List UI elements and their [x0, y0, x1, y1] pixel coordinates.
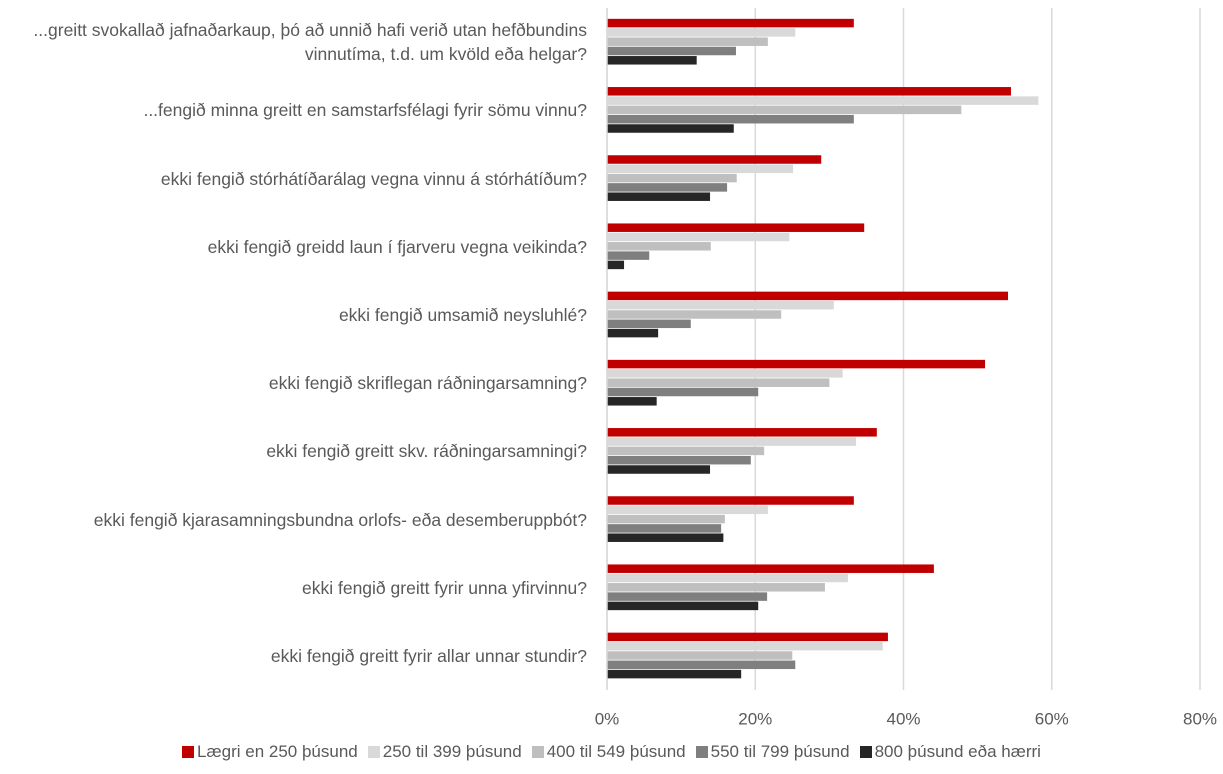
- x-tick-label: 40%: [886, 709, 920, 728]
- bar: [607, 359, 986, 369]
- bar: [607, 533, 724, 542]
- bar: [607, 387, 759, 397]
- bar: [607, 105, 962, 115]
- bar: [607, 632, 888, 642]
- bar: [607, 564, 934, 573]
- bar: [607, 601, 759, 611]
- bar: [607, 155, 822, 164]
- bar: [607, 124, 734, 133]
- category-label: ...greitt svokallað jafnaðarkaup, þó að …: [33, 20, 587, 65]
- bar: [607, 505, 768, 515]
- legend-item: 550 til 799 þúsund: [695, 742, 850, 762]
- x-tick-label: 80%: [1183, 709, 1217, 728]
- legend-label: Lægri en 250 þúsund: [197, 742, 358, 761]
- bar: [607, 496, 854, 505]
- category-label: ekki fengið kjarasamningsbundna orlofs- …: [93, 509, 587, 530]
- bar: [607, 328, 659, 338]
- legend-label: 550 til 799 þúsund: [710, 742, 850, 761]
- legend-swatch: [695, 746, 708, 758]
- bar: [607, 641, 883, 651]
- bar: [607, 428, 877, 437]
- x-tick-label: 20%: [738, 709, 772, 728]
- bar: [607, 18, 854, 28]
- legend-swatch: [859, 746, 872, 758]
- bar: [607, 192, 711, 201]
- bar: [607, 455, 751, 465]
- bar: [607, 310, 782, 319]
- legend-item: 800 þúsund eða hærri: [859, 742, 1041, 762]
- bar: [607, 397, 657, 406]
- legend-label: 800 þúsund eða hærri: [874, 742, 1041, 761]
- bar: [607, 437, 857, 446]
- bar: [607, 56, 697, 65]
- x-tick-label: 60%: [1035, 709, 1069, 728]
- legend-item: 400 til 549 þúsund: [531, 742, 686, 762]
- category-label: ekki fengið greitt fyrir unna yfirvinnu?: [302, 577, 587, 598]
- bar: [607, 651, 793, 660]
- bar: [607, 592, 768, 601]
- bar: [607, 173, 737, 183]
- bar: [607, 28, 796, 37]
- category-label: ekki fengið skriflegan ráðningarsamning?: [268, 373, 587, 394]
- bar: [607, 465, 711, 474]
- bar: [607, 183, 728, 192]
- bar: [607, 242, 711, 251]
- legend-swatch: [367, 746, 380, 758]
- bar: [607, 446, 765, 456]
- legend-swatch: [182, 746, 195, 758]
- bar: [607, 524, 722, 533]
- bar: [607, 37, 768, 46]
- bar: [607, 573, 848, 583]
- bar: [607, 260, 625, 270]
- x-tick-label: 0%: [595, 709, 620, 728]
- bar: [607, 514, 725, 524]
- bar: [607, 378, 830, 387]
- category-label: ekki fengið greitt fyrir allar unnar stu…: [270, 645, 587, 666]
- bar: [607, 660, 796, 670]
- bar: [607, 164, 794, 174]
- bar: [607, 369, 843, 378]
- bar: [607, 251, 650, 260]
- category-label: ekki fengið greidd laun í fjarveru vegna…: [207, 236, 587, 257]
- legend-label: 400 til 549 þúsund: [546, 742, 686, 761]
- bar: [607, 319, 691, 329]
- legend-label: 250 til 399 þúsund: [382, 742, 522, 761]
- legend-item: 250 til 399 þúsund: [367, 742, 522, 762]
- legend: Lægri en 250 þúsund 250 til 399 þúsund 400…: [0, 742, 1223, 762]
- bar: [607, 87, 1011, 96]
- legend-item: Lægri en 250 þúsund: [182, 742, 358, 762]
- bar: [607, 300, 834, 310]
- category-label: ...fengið minna greitt en samstarfsfélag…: [143, 100, 587, 121]
- bar: [607, 583, 825, 592]
- category-label: ekki fengið greitt skv. ráðningarsamning…: [266, 441, 587, 462]
- legend-swatch: [531, 746, 544, 758]
- category-label: ekki fengið umsamið neysluhlé?: [338, 304, 587, 325]
- bar: [607, 114, 854, 124]
- bar: [607, 669, 742, 679]
- bar: [607, 96, 1039, 105]
- bar: [607, 46, 736, 56]
- bar: [607, 232, 790, 242]
- bar: [607, 291, 1009, 301]
- category-label: ekki fengið stórhátíðarálag vegna vinnu …: [160, 168, 587, 189]
- bar: [607, 223, 865, 232]
